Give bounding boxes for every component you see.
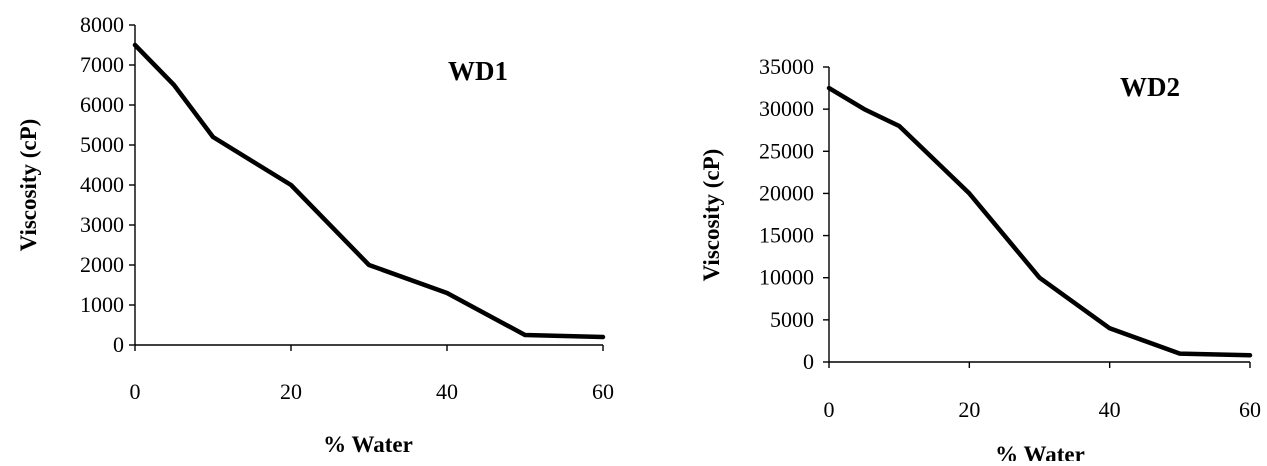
y-axis-title: Viscosity (cP) (699, 149, 724, 282)
y-tick-label: 10000 (759, 265, 814, 290)
x-tick-label: 60 (1239, 397, 1261, 422)
chart-wd1: 0 1000 2000 3000 4000 5000 6000 7000 8000 0 20 40 60… (16, 12, 614, 457)
x-axis-title: % Water (323, 432, 413, 457)
y-tick-label: 5000 (80, 132, 124, 157)
series-line (135, 45, 603, 337)
y-tick-label: 20000 (759, 180, 814, 205)
y-tick-label: 35000 (759, 54, 814, 79)
y-tick-label: 1000 (80, 292, 124, 317)
y-tick-label: 0 (803, 349, 814, 374)
x-tick-label: 20 (958, 397, 980, 422)
y-tick-label: 30000 (759, 96, 814, 121)
x-tick-label: 40 (1099, 397, 1121, 422)
y-tick-label: 4000 (80, 172, 124, 197)
chart-wd2: 0 5000 10000 15000 20000 25000 30000 35000 0 20 40… (699, 54, 1261, 461)
x-tick-label: 20 (280, 379, 302, 404)
x-axis-title: % Water (995, 442, 1085, 461)
y-tick-label: 15000 (759, 223, 814, 248)
chart-title: WD1 (448, 56, 508, 86)
chart-title: WD2 (1120, 72, 1180, 102)
y-tick-label: 6000 (80, 92, 124, 117)
y-axis-title: Viscosity (cP) (16, 119, 41, 252)
y-tick-label: 7000 (80, 52, 124, 77)
y-tick-label: 2000 (80, 252, 124, 277)
series-line (829, 88, 1250, 355)
y-tick-label: 3000 (80, 212, 124, 237)
y-tick-label: 0 (113, 332, 124, 357)
x-tick-label: 40 (436, 379, 458, 404)
y-tick-label: 8000 (80, 12, 124, 37)
x-tick-label: 60 (592, 379, 614, 404)
y-tick-label: 5000 (770, 307, 814, 332)
x-tick-label: 0 (130, 379, 141, 404)
y-tick-label: 25000 (759, 138, 814, 163)
x-tick-label: 0 (824, 397, 835, 422)
